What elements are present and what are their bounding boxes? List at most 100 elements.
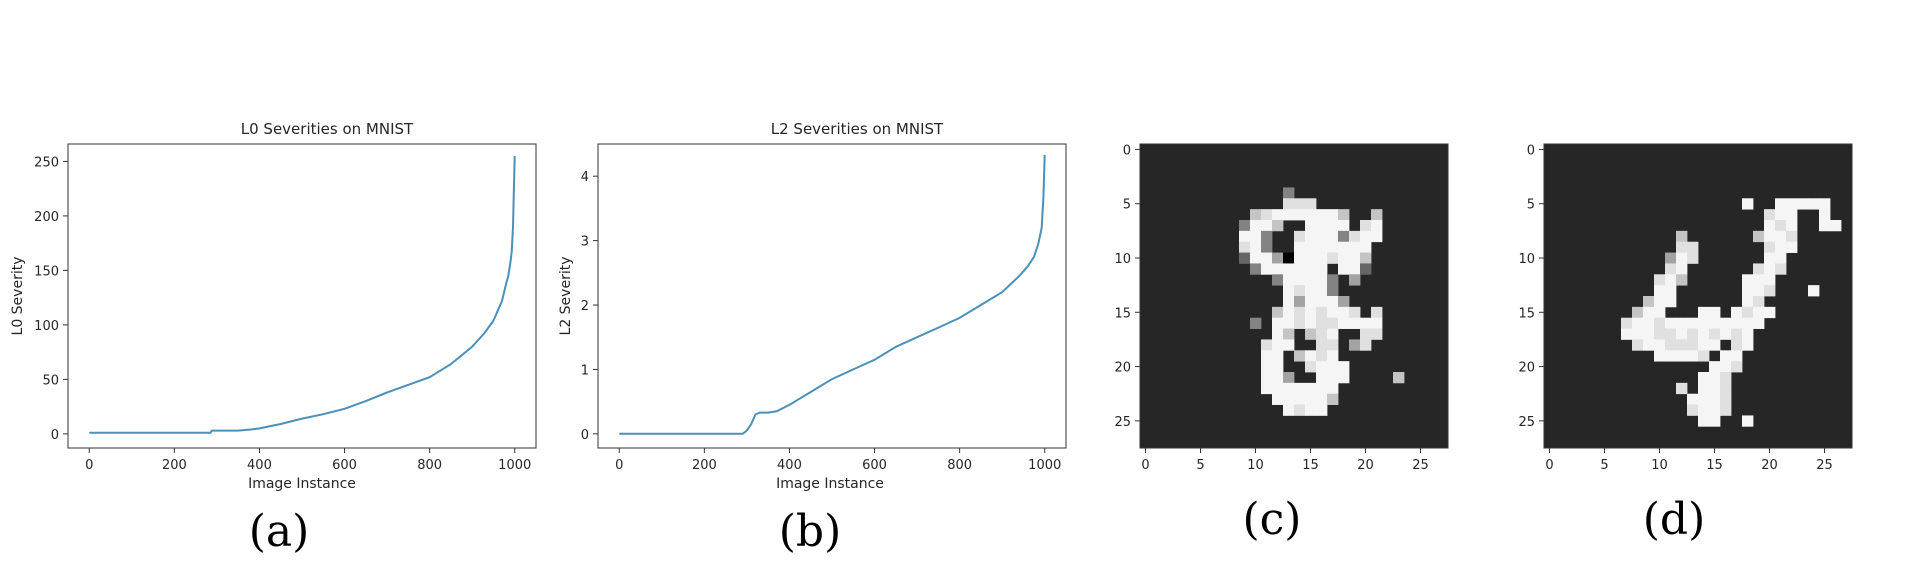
heatmap-cell <box>1753 263 1765 275</box>
chart-title: L2 Severities on MNIST <box>771 120 944 138</box>
heatmap-cell <box>1338 230 1350 243</box>
heatmap-cell <box>1775 198 1787 210</box>
heatmap-cell <box>1283 296 1295 308</box>
heatmap-cell <box>1360 339 1372 351</box>
heatmap-cell <box>1316 274 1328 286</box>
heatmap-cell <box>1239 230 1251 243</box>
heatmap-cell <box>1819 220 1831 232</box>
heatmap-cell <box>1698 306 1710 319</box>
heatmap-cell <box>1709 372 1721 384</box>
heatmap-cell <box>1371 209 1383 221</box>
heatmap-cell <box>1239 220 1251 232</box>
y-tick-label: 25 <box>1114 415 1131 430</box>
heatmap-cell <box>1393 372 1405 384</box>
heatmap-cell <box>1709 317 1721 329</box>
y-tick-label: 0 <box>51 428 59 443</box>
heatmap-cell <box>1764 285 1776 297</box>
heatmap-cell <box>1250 209 1262 221</box>
heatmap-cell <box>1753 306 1765 319</box>
heatmap-cell <box>1327 393 1339 405</box>
y-tick-label: 5 <box>1527 198 1535 213</box>
heatmap-cell <box>1272 350 1284 362</box>
heatmap-cell <box>1665 252 1677 264</box>
heatmap-cell <box>1621 328 1633 340</box>
heatmap-cell <box>1676 274 1688 286</box>
y-tick-label: 50 <box>42 373 59 388</box>
heatmap-cell <box>1338 296 1350 308</box>
heatmap-cell <box>1654 328 1666 340</box>
heatmap-cell <box>1294 230 1306 243</box>
heatmap-cell <box>1731 317 1743 329</box>
heatmap-cell <box>1316 339 1328 351</box>
heatmap-cell <box>1654 274 1666 286</box>
heatmap-cell <box>1305 241 1317 253</box>
heatmap-cell <box>1283 393 1295 405</box>
heatmap-cell <box>1283 339 1295 351</box>
heatmap-cell <box>1775 209 1787 221</box>
heatmap-cell <box>1316 209 1328 221</box>
heatmap-cell <box>1338 252 1350 264</box>
heatmap-cell <box>1720 350 1732 362</box>
heatmap-cell <box>1305 306 1317 319</box>
heatmap-cell <box>1261 372 1273 384</box>
heatmap-cell <box>1764 274 1776 286</box>
digit-heatmap-c: 0 5 10 15 20 25 0 5 10 15 20 25 <box>1114 143 1449 473</box>
heatmap-cell <box>1316 285 1328 297</box>
heatmap-cell <box>1360 252 1372 264</box>
heatmap-cell <box>1294 317 1306 329</box>
x-tick-label: 0 <box>1141 458 1149 473</box>
heatmap-cell <box>1753 296 1765 308</box>
heatmap-cells <box>1239 187 1405 416</box>
heatmap-cell <box>1316 230 1328 243</box>
x-tick-label: 5 <box>1600 458 1608 473</box>
heatmap-cell <box>1316 220 1328 232</box>
heatmap-cell <box>1808 198 1820 210</box>
heatmap-cell <box>1676 230 1688 243</box>
heatmap-cell <box>1294 209 1306 221</box>
heatmap-cell <box>1250 252 1262 264</box>
heatmap-cell <box>1338 361 1350 373</box>
heatmap-cell <box>1764 220 1776 232</box>
heatmap-cell <box>1775 263 1787 275</box>
heatmap-cell <box>1272 317 1284 329</box>
heatmap-cell <box>1665 296 1677 308</box>
heatmap-cell <box>1316 382 1328 395</box>
x-tick-label: 0 <box>615 458 623 473</box>
heatmap-cell <box>1283 306 1295 319</box>
heatmap-cell <box>1698 328 1710 340</box>
heatmap-cell <box>1775 220 1787 232</box>
heatmap-cell <box>1294 382 1306 395</box>
heatmap-cell <box>1643 296 1655 308</box>
heatmap-cell <box>1687 393 1699 405</box>
heatmap-cell <box>1676 241 1688 253</box>
x-tick-label: 1000 <box>1028 458 1061 473</box>
heatmap-cell <box>1294 404 1306 416</box>
y-tick-label: 0 <box>1123 143 1131 158</box>
heatmap-cell <box>1316 361 1328 373</box>
heatmap-cell <box>1294 274 1306 286</box>
heatmap-cell <box>1294 198 1306 210</box>
heatmap-cell <box>1742 306 1754 319</box>
heatmap-cell <box>1272 339 1284 351</box>
heatmap-cell <box>1819 209 1831 221</box>
heatmap-cell <box>1665 339 1677 351</box>
heatmap-cell <box>1261 230 1273 243</box>
heatmap-cell <box>1283 187 1295 199</box>
heatmap-cell <box>1654 350 1666 362</box>
heatmap-cell <box>1764 230 1776 243</box>
heatmap-cell <box>1819 198 1831 210</box>
heatmap-cell <box>1349 263 1361 275</box>
heatmap-cell <box>1632 339 1644 351</box>
caption-c: (c) <box>1242 494 1302 545</box>
heatmap-cell <box>1764 263 1776 275</box>
line-chart-l0: L0 Severities on MNIST 0 200 400 600 800 1000… <box>10 120 537 492</box>
heatmap-cell <box>1327 328 1339 340</box>
y-tick-label: 20 <box>1518 361 1535 376</box>
heatmap-cell <box>1654 285 1666 297</box>
x-axis: 0 200 400 600 800 1000 <box>615 448 1061 473</box>
heatmap-cell <box>1283 285 1295 297</box>
y-tick-label: 3 <box>581 235 589 250</box>
heatmap-cell <box>1338 372 1350 384</box>
heatmap-cell <box>1327 317 1339 329</box>
heatmap-cell <box>1305 350 1317 362</box>
